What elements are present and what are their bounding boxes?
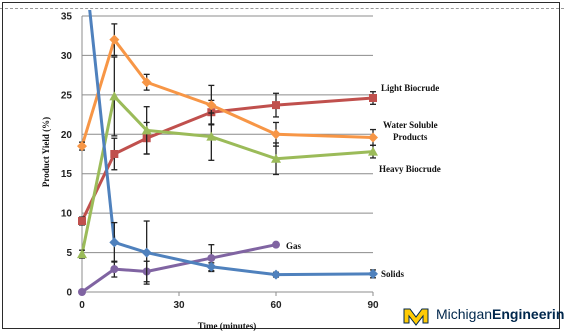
marker-heavy-biocrude xyxy=(271,153,281,163)
marker-heavy-biocrude xyxy=(109,91,120,101)
marker-heavy-biocrude xyxy=(206,131,217,141)
marker-gas xyxy=(272,240,280,249)
y-tick-label: 25 xyxy=(61,90,73,101)
marker-solids xyxy=(206,261,217,272)
logo-word-bold: Engineering xyxy=(492,306,564,322)
series-layer xyxy=(77,10,378,296)
y-tick-label: 20 xyxy=(61,130,73,141)
marker-light-biocrude xyxy=(110,150,119,158)
marker-water-soluble-products xyxy=(271,129,281,140)
marker-gas xyxy=(207,254,216,263)
series-label-light-biocrude: Light Biocrude xyxy=(381,83,439,93)
marker-heavy-biocrude xyxy=(77,249,87,259)
michigan-engineering-logo: MichiganEngineering xyxy=(402,301,564,329)
x-tick-label: 60 xyxy=(270,300,282,311)
marker-light-biocrude xyxy=(272,101,280,110)
marker-solids xyxy=(109,237,120,248)
line-heavy-biocrude xyxy=(80,94,374,255)
y-tick-label: 15 xyxy=(61,169,73,180)
x-tick-label: 30 xyxy=(173,300,185,311)
line-water-soluble-products xyxy=(80,38,374,147)
marker-heavy-biocrude xyxy=(368,146,378,156)
y-tick-label: 10 xyxy=(61,209,73,220)
marker-gas xyxy=(78,288,86,296)
marker-light-biocrude xyxy=(78,217,86,226)
marker-light-biocrude xyxy=(369,94,377,103)
series-label-line: Water Soluble xyxy=(383,120,438,130)
marker-water-soluble-products xyxy=(141,77,152,88)
marker-solids xyxy=(141,247,152,258)
line-solids xyxy=(88,10,374,277)
figure-frame xyxy=(2,2,560,329)
axes: 0 5 10 15 20 25 30 35 0 30 60 90 Time (minutes) Produ… xyxy=(41,12,379,332)
labels-layer: Light Biocrude Water Soluble Products Heavy… xyxy=(286,83,441,279)
marker-water-soluble-products xyxy=(368,132,378,143)
series-label-heavy-biocrude: Heavy Biocrude xyxy=(379,164,441,174)
block-m-icon xyxy=(403,308,429,326)
marker-solids xyxy=(368,268,378,279)
y-tick-label: 30 xyxy=(61,51,73,62)
y-axis-label: Product Yield (%) xyxy=(41,117,51,187)
line-light-biocrude xyxy=(80,96,374,222)
marker-gas xyxy=(110,265,119,274)
marker-water-soluble-products xyxy=(77,141,87,152)
logo-wordmark: MichiganEngineering xyxy=(436,306,564,322)
series-label-gas: Gas xyxy=(286,241,302,251)
marker-solids xyxy=(271,269,281,280)
series-label-water-soluble-products: Water Soluble Products xyxy=(383,120,438,142)
x-tick-label: 90 xyxy=(367,300,379,311)
logo-word-regular: Michigan xyxy=(436,306,493,322)
marker-water-soluble-products xyxy=(109,34,120,45)
top-divider xyxy=(0,8,564,9)
y-tick-label: 0 xyxy=(66,288,72,299)
x-axis-label: Time (minutes) xyxy=(198,321,257,331)
marker-water-soluble-products xyxy=(206,100,217,111)
series-clip-group xyxy=(77,10,378,296)
y-tick-label: 35 xyxy=(61,12,73,23)
series-label-solids: Solids xyxy=(381,269,405,279)
series-label-line: Products xyxy=(393,132,428,142)
x-tick-label: 0 xyxy=(79,300,85,311)
y-tick-label: 5 xyxy=(66,248,72,259)
marker-heavy-biocrude xyxy=(141,125,152,135)
